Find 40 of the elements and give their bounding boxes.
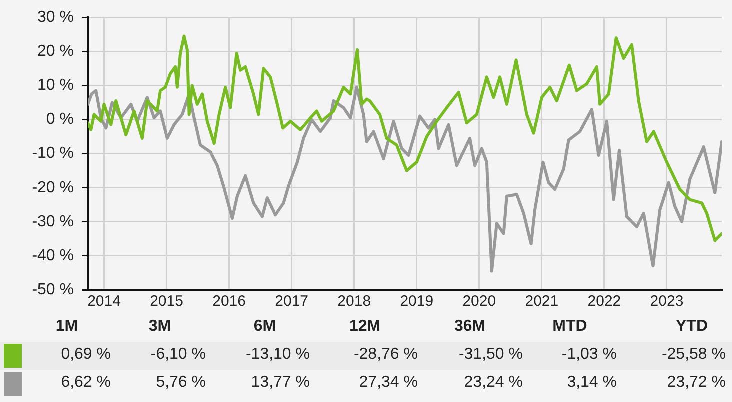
- text: 27,34 %: [359, 374, 418, 392]
- text: 0,69 %: [61, 346, 111, 364]
- x-tick-label: 2023: [650, 293, 684, 310]
- x-tick-label: 2014: [88, 293, 121, 310]
- text: 13,77 %: [251, 374, 310, 392]
- x-tick-label: 2016: [212, 293, 246, 310]
- x-tick-label: 2018: [338, 293, 372, 310]
- text: -13,10 %: [246, 346, 310, 364]
- text: -25,58 %: [662, 346, 726, 364]
- text: 5,76 %: [156, 374, 206, 392]
- y-tick-label: -20 %: [32, 179, 74, 196]
- y-tick-label: -10 %: [32, 145, 74, 162]
- x-tick-label: 2022: [588, 293, 622, 310]
- text: 23,24 %: [464, 374, 523, 392]
- y-tick-label: -50 %: [32, 281, 74, 298]
- text: -1,03 %: [562, 346, 617, 364]
- y-tick-label: 10 %: [38, 77, 74, 94]
- y-tick-label: -30 %: [32, 213, 74, 230]
- y-tick-label: -40 %: [32, 247, 74, 264]
- text: 1M: [54, 318, 80, 336]
- text: 23,72 %: [667, 374, 726, 392]
- y-tick-label: 20 %: [38, 43, 74, 60]
- text: MTD: [552, 318, 588, 336]
- text: 6,62 %: [61, 374, 111, 392]
- y-tick-label: 0 %: [46, 111, 74, 128]
- text: -31,50 %: [458, 346, 523, 364]
- x-tick-label: 2019: [400, 293, 434, 310]
- y-tick-label: 30 %: [38, 9, 74, 26]
- x-tick-label: 2015: [150, 293, 184, 310]
- text: YTD: [675, 318, 709, 336]
- text: 6M: [252, 318, 278, 336]
- text: -28,76 %: [354, 346, 418, 364]
- x-tick-label: 2017: [275, 293, 309, 310]
- x-tick-label: 2020: [462, 293, 496, 310]
- text: -6,10 %: [150, 346, 206, 364]
- text: 36M: [453, 318, 487, 336]
- text: 3,14 %: [567, 374, 617, 392]
- x-tick-label: 2021: [525, 293, 559, 310]
- text: 3M: [148, 318, 172, 336]
- text: 12M: [348, 318, 382, 336]
